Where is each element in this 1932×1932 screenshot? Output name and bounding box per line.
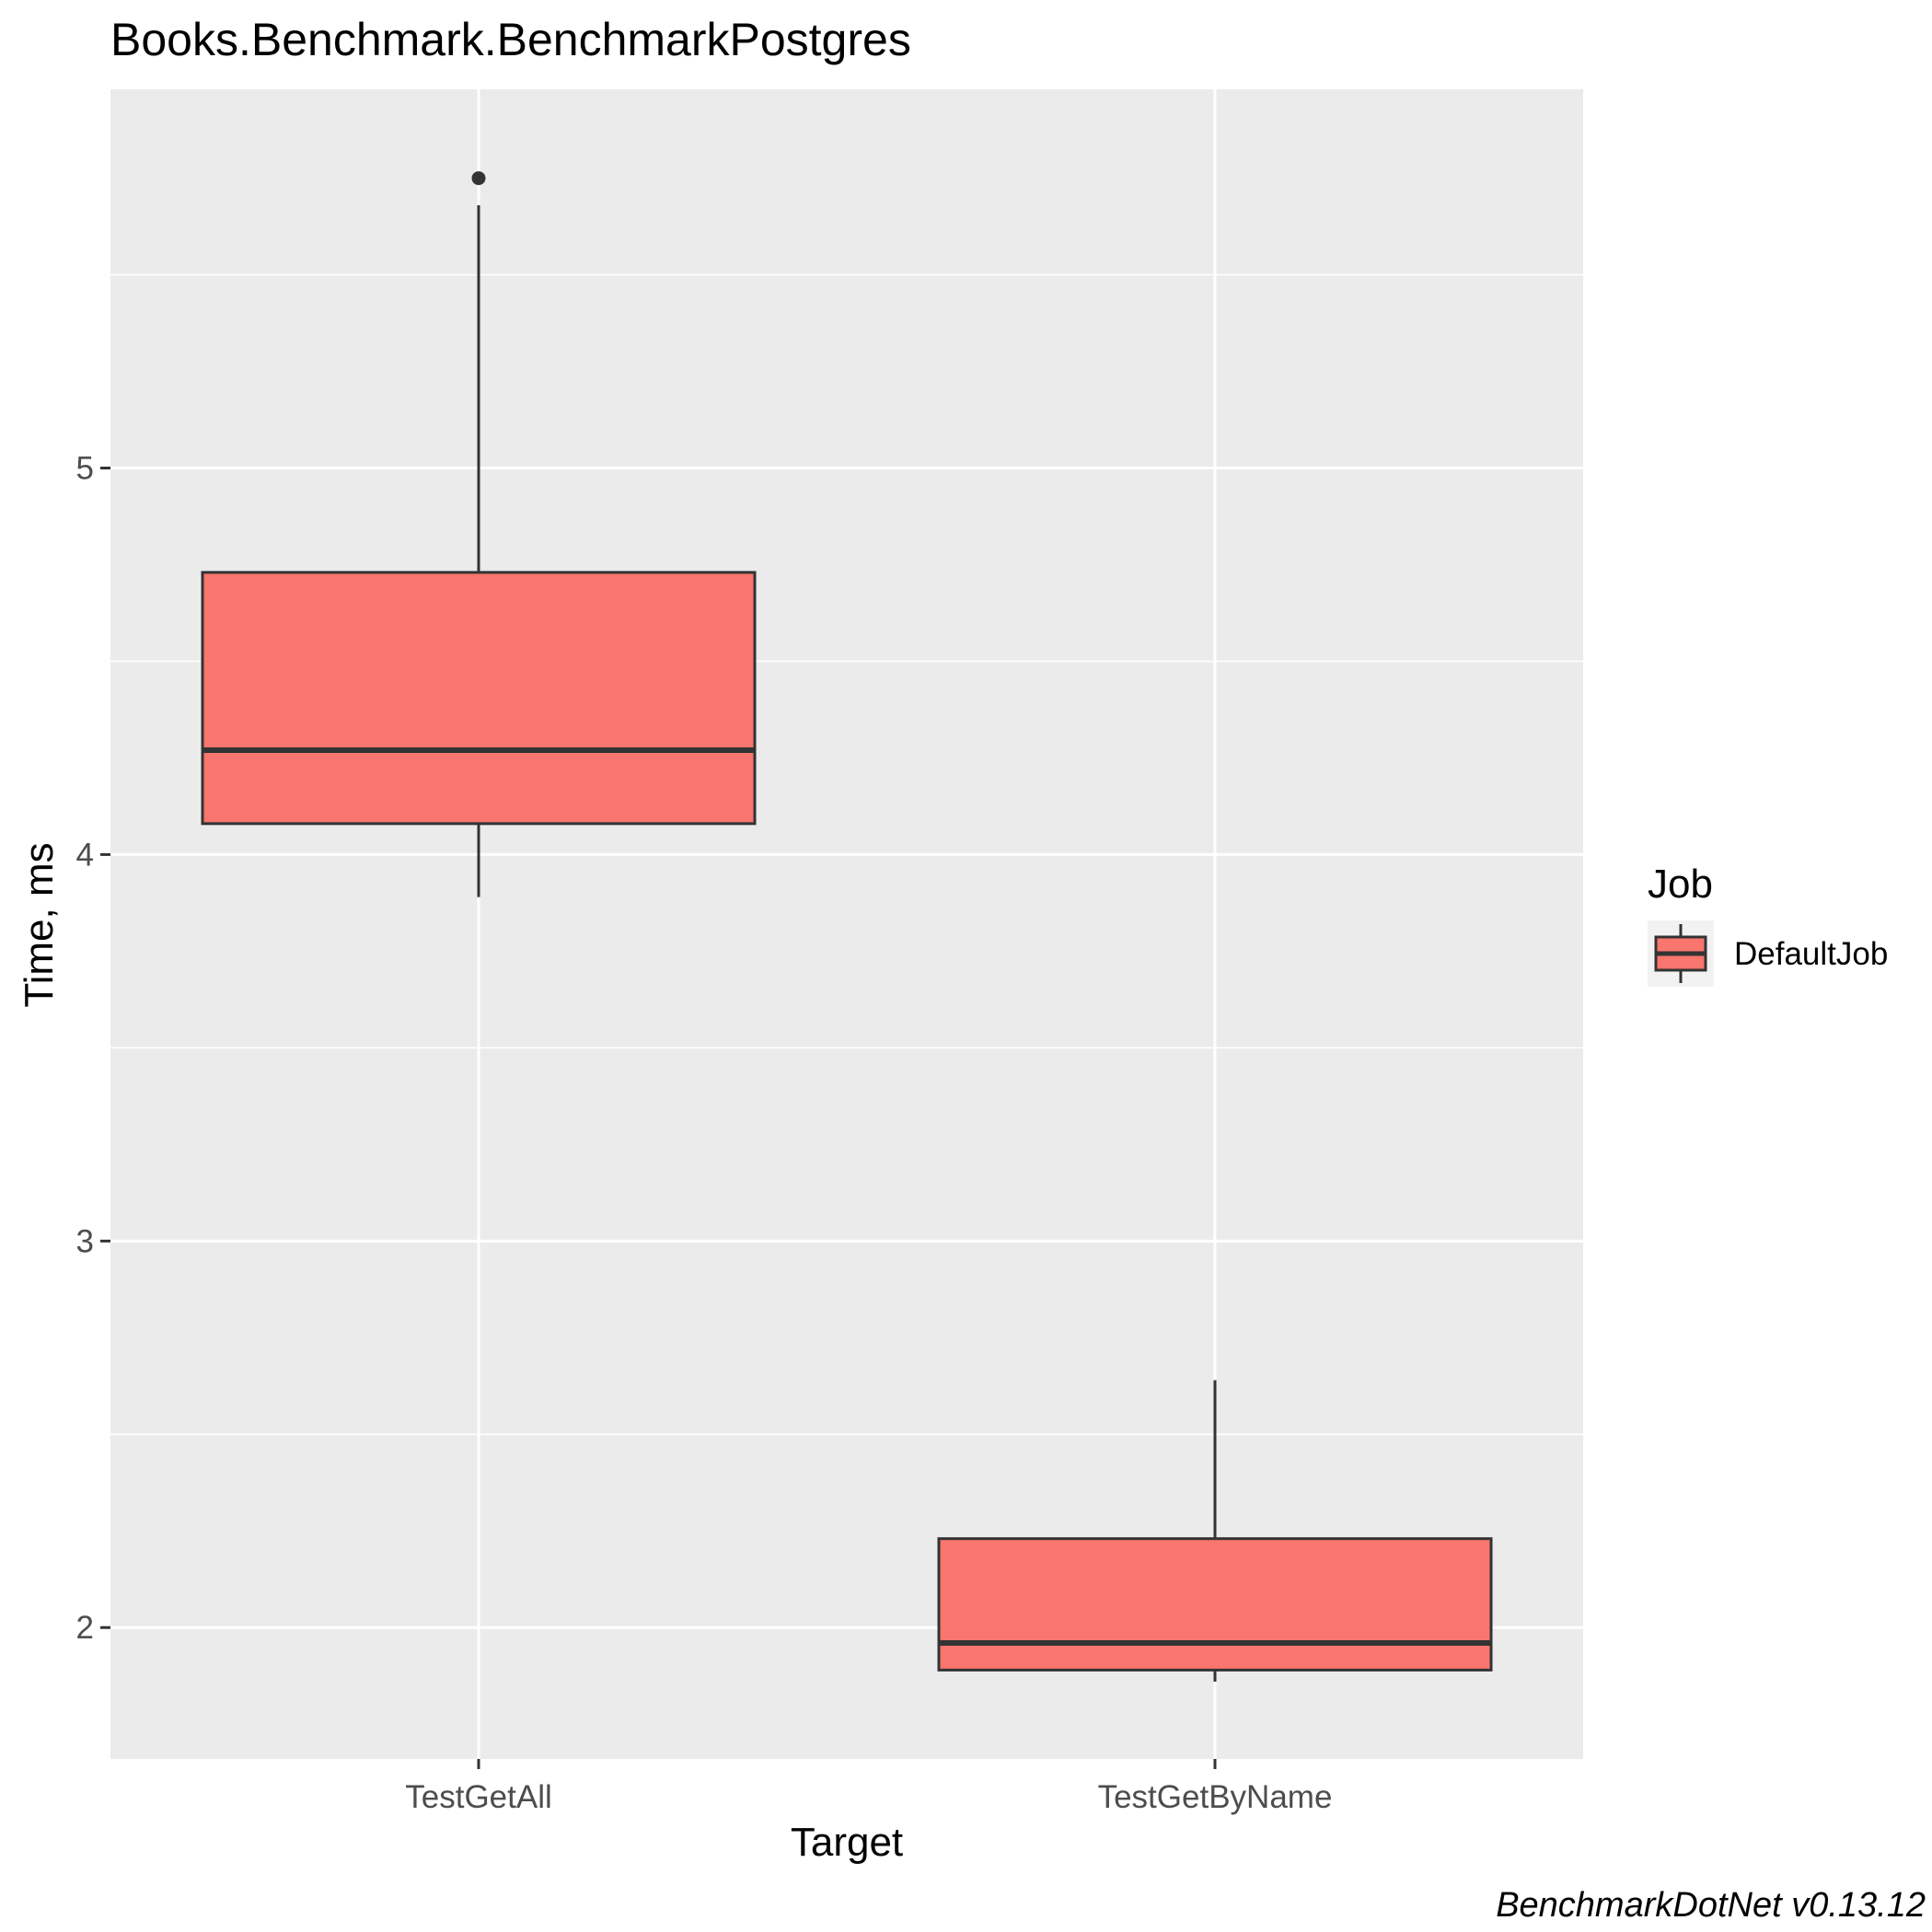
box-testgetbyname	[937, 1380, 1493, 1683]
chart-title: Books.Benchmark.BenchmarkPostgres	[110, 14, 911, 65]
box-testgetall	[201, 171, 757, 897]
iqr-box	[937, 1537, 1493, 1672]
boxplot-series	[201, 171, 1493, 1683]
y-axis: 2 3 4 5	[76, 451, 110, 1646]
iqr-box	[201, 571, 757, 826]
plot-panel	[110, 89, 1583, 1759]
panel-background	[110, 89, 1583, 1759]
x-tick-label-testgetbyname: TestGetByName	[1098, 1779, 1333, 1815]
y-tick-label: 5	[76, 451, 94, 487]
x-axis: TestGetAll TestGetByName	[405, 1759, 1332, 1815]
y-tick-label: 3	[76, 1223, 94, 1259]
y-tick-label: 2	[76, 1610, 94, 1646]
x-axis-title: Target	[791, 1820, 903, 1865]
caption: BenchmarkDotNet v0.13.12	[1496, 1886, 1926, 1925]
y-axis-title: Time, ms	[17, 842, 62, 1007]
legend-title: Job	[1648, 862, 1713, 907]
legend: Job DefaultJob	[1648, 862, 1888, 987]
outlier-point	[471, 171, 486, 186]
y-tick-label: 4	[76, 837, 94, 873]
legend-label-defaultjob: DefaultJob	[1734, 936, 1888, 972]
x-tick-label-testgetall: TestGetAll	[405, 1779, 552, 1815]
